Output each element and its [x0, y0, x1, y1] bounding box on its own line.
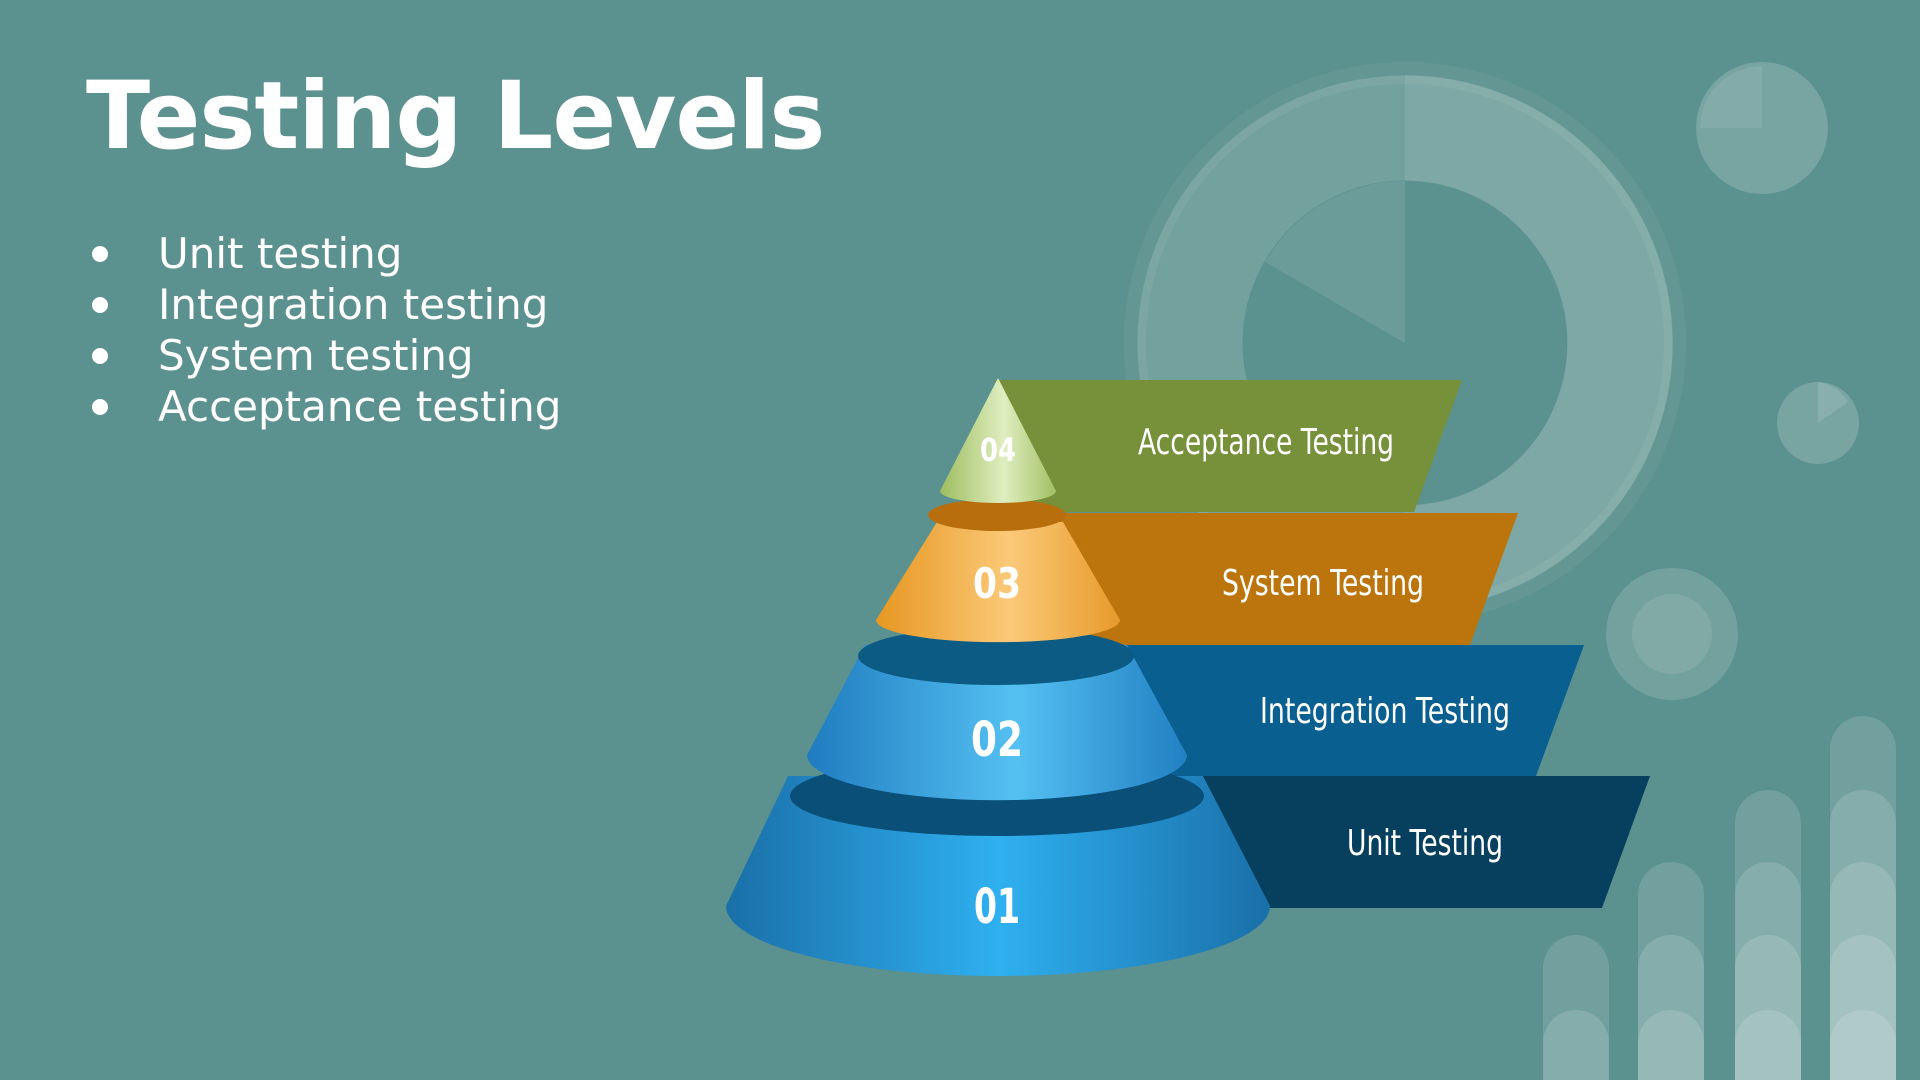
bar-pills	[1543, 716, 1896, 1080]
band-acceptance	[995, 380, 1462, 512]
bullet-item: Acceptance testing	[88, 381, 561, 432]
pie-small-3	[1606, 568, 1738, 700]
bullet-item: Unit testing	[88, 228, 561, 279]
bullet-icon	[92, 297, 108, 313]
donut-segment	[1405, 75, 1673, 611]
pyramid-level-02	[807, 645, 1187, 801]
band-integration	[1120, 645, 1584, 776]
level-number-02: 02	[971, 712, 1023, 768]
pie-small-2-slice	[1818, 382, 1848, 423]
pyramid-level-03	[876, 522, 1120, 643]
bullet-icon	[92, 246, 108, 262]
band-unit	[1185, 776, 1650, 908]
bullet-item: System testing	[88, 330, 561, 381]
bullet-text: Integration testing	[158, 280, 549, 329]
bullet-text: Acceptance testing	[158, 382, 562, 431]
bullet-text: System testing	[158, 331, 474, 380]
level-number-03: 03	[973, 559, 1021, 608]
pie-small-1-slice	[1700, 66, 1762, 128]
level-label-02: Integration Testing	[1260, 691, 1510, 732]
bullet-text: Unit testing	[158, 229, 403, 278]
donut-wedge	[1265, 181, 1405, 343]
level-label-03: System Testing	[1222, 563, 1424, 604]
level-number-01: 01	[974, 879, 1020, 935]
level-label-01: Unit Testing	[1347, 823, 1503, 864]
level-label-04: Acceptance Testing	[1138, 422, 1394, 463]
pie-small-1	[1696, 62, 1828, 194]
pie-small-3-inner	[1632, 594, 1712, 674]
pyramid-level-03-top	[928, 499, 1066, 531]
bullet-list: Unit testing Integration testing System …	[88, 228, 561, 432]
pie-small-2	[1777, 382, 1859, 464]
bullet-icon	[92, 399, 108, 415]
pyramid-level-02-top	[858, 627, 1134, 685]
pyramid-level-04	[940, 378, 1056, 503]
page-title: Testing Levels	[86, 62, 825, 171]
bullet-icon	[92, 348, 108, 364]
bullet-item: Integration testing	[88, 279, 561, 330]
level-number-04: 04	[980, 431, 1016, 469]
band-system	[1055, 513, 1518, 645]
